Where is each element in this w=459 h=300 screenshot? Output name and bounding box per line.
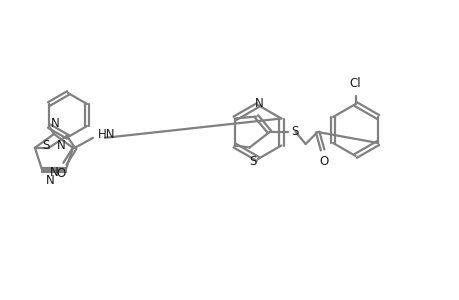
Text: S: S <box>248 154 256 167</box>
Text: N: N <box>46 174 55 187</box>
Text: O: O <box>318 155 328 168</box>
Text: S: S <box>291 124 298 137</box>
Text: O: O <box>56 167 66 180</box>
Text: N: N <box>57 139 66 152</box>
Text: Cl: Cl <box>349 77 361 90</box>
Text: HN: HN <box>98 128 115 141</box>
Text: N: N <box>50 166 59 179</box>
Text: N: N <box>50 117 59 130</box>
Text: S: S <box>42 139 49 152</box>
Text: N: N <box>255 97 263 110</box>
